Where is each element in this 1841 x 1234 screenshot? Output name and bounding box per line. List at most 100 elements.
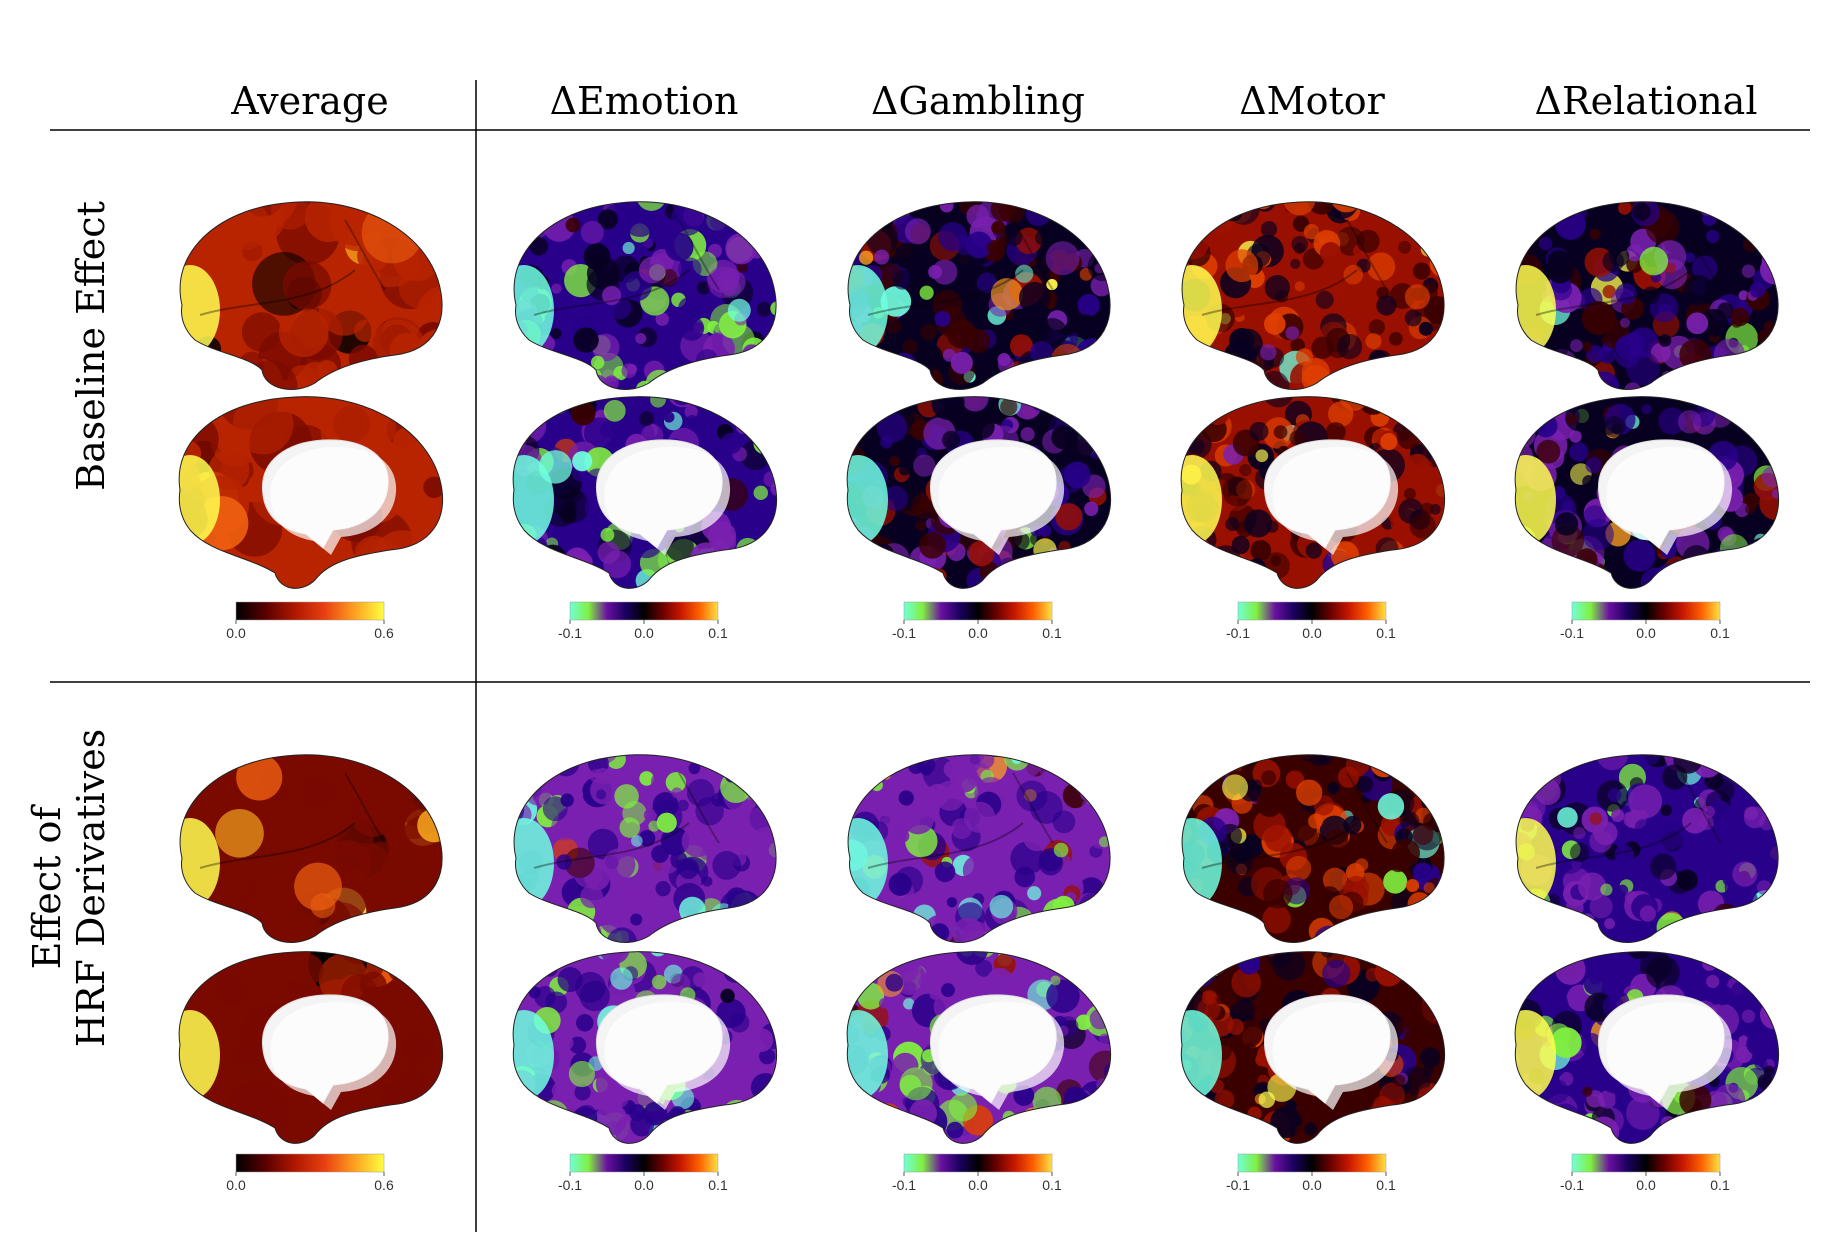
colorbar-tick-label: 0.0 — [634, 1177, 654, 1193]
colorbar-tick-label: -0.1 — [558, 1177, 582, 1193]
colorbar-tick-label: -0.1 — [1226, 1177, 1250, 1193]
brain-outline-baseline-relational-lateral — [1515, 201, 1779, 390]
brain-outline-baseline-motor-lateral — [1181, 201, 1445, 390]
colorbar-tick-label: 0.6 — [374, 625, 394, 641]
colorbar-tick-label: -0.1 — [558, 625, 582, 641]
colorbar-tick-label: 0.0 — [968, 625, 988, 641]
brain-outline-baseline-motor-medial — [1180, 396, 1446, 589]
colorbar-tick-label: 0.0 — [1302, 625, 1322, 641]
brain-outline-hrf-relational-medial — [1514, 951, 1780, 1144]
colorbar-gradient — [1571, 601, 1721, 621]
colorbar-tick-label: 0.1 — [1042, 1177, 1062, 1193]
colorbar-tick-label: 0.0 — [226, 625, 246, 641]
brain-outline-baseline-emotion-medial — [512, 396, 778, 589]
brain-baseline-gambling-medial — [847, 396, 1111, 589]
colorbar-hrf-relational: -0.1 0.0 0.1 — [1560, 1153, 1730, 1193]
brain-baseline-emotion-medial — [513, 396, 777, 589]
brain-panels — [178, 201, 1780, 1144]
brain-hrf-gambling-lateral — [848, 754, 1111, 943]
brain-outline-hrf-relational-lateral — [1515, 754, 1779, 943]
column-header-average: Average — [230, 79, 389, 123]
row-label-baseline: Baseline Effect — [69, 201, 113, 491]
brain-baseline-relational-lateral — [1516, 201, 1779, 390]
brain-outline-baseline-relational-medial — [1514, 396, 1780, 589]
brain-outline-baseline-gambling-medial — [846, 396, 1112, 589]
brain-outline-hrf-gambling-medial — [846, 951, 1112, 1144]
brain-outline-hrf-average-medial — [178, 951, 444, 1144]
colorbar-tick-label: -0.1 — [892, 1177, 916, 1193]
colorbar-gradient — [1237, 1153, 1387, 1173]
colorbar-gradient — [235, 1153, 385, 1173]
colorbar-baseline-motor: -0.1 0.0 0.1 — [1226, 601, 1396, 641]
colorbar-gradient — [569, 601, 719, 621]
brain-baseline-motor-medial — [1181, 396, 1445, 589]
row-label-baseline-line-1: Baseline Effect — [69, 201, 113, 491]
colorbar-tick-label: 0.0 — [1636, 625, 1656, 641]
column-headers: Average ΔEmotion ΔGambling ΔMotor ΔRelat… — [230, 79, 1757, 123]
brain-outline-hrf-gambling-lateral — [847, 754, 1111, 943]
brain-outline-hrf-emotion-lateral — [513, 754, 777, 943]
colorbar-tick-label: 0.1 — [1710, 1177, 1730, 1193]
colorbar-hrf-gambling: -0.1 0.0 0.1 — [892, 1153, 1062, 1193]
colorbar-baseline-average: 0.0 0.6 — [226, 601, 394, 641]
colorbar-gradient — [1237, 601, 1387, 621]
colorbar-tick-label: -0.1 — [892, 625, 916, 641]
colorbar-tick-label: -0.1 — [1226, 625, 1250, 641]
colorbar-gradient — [235, 601, 385, 621]
brain-hrf-average-medial — [179, 951, 443, 1144]
brain-baseline-average-lateral — [180, 201, 443, 390]
colorbar-hrf-average: 0.0 0.6 — [226, 1153, 394, 1193]
brain-hrf-motor-medial — [1181, 951, 1445, 1144]
column-header-gambling: ΔGambling — [871, 79, 1085, 123]
colorbar-hrf-motor: -0.1 0.0 0.1 — [1226, 1153, 1396, 1193]
colorbar-gradient — [903, 1153, 1053, 1173]
colorbar-tick-label: 0.1 — [1042, 625, 1062, 641]
colorbar-tick-label: 0.1 — [1376, 1177, 1396, 1193]
column-header-emotion: ΔEmotion — [550, 79, 739, 123]
brain-hrf-relational-lateral — [1516, 754, 1779, 943]
brain-hrf-emotion-lateral — [514, 754, 777, 943]
column-header-motor: ΔMotor — [1239, 79, 1385, 123]
colorbar-tick-label: -0.1 — [1560, 1177, 1584, 1193]
colorbar-tick-label: 0.0 — [1636, 1177, 1656, 1193]
row-label-hrf-line-1: Effect of — [25, 804, 69, 970]
brain-hrf-emotion-medial — [513, 951, 777, 1144]
row-label-hrf-line-2: HRF Derivatives — [69, 729, 113, 1047]
brain-hrf-gambling-medial — [847, 951, 1111, 1144]
brain-baseline-average-medial — [179, 396, 443, 589]
brain-outline-hrf-motor-lateral — [1181, 754, 1445, 943]
brain-outline-hrf-emotion-medial — [512, 951, 778, 1144]
colorbar-tick-label: 0.0 — [968, 1177, 988, 1193]
colorbar-baseline-relational: -0.1 0.0 0.1 — [1560, 601, 1730, 641]
brain-outline-hrf-average-lateral — [179, 754, 443, 943]
colorbar-tick-label: 0.1 — [1376, 625, 1396, 641]
colorbar-gradient — [903, 601, 1053, 621]
column-header-relational: ΔRelational — [1535, 79, 1758, 123]
brain-outline-baseline-emotion-lateral — [513, 201, 777, 390]
colorbar-baseline-emotion: -0.1 0.0 0.1 — [558, 601, 728, 641]
colorbar-tick-label: 0.0 — [226, 1177, 246, 1193]
colorbar-gradient — [569, 1153, 719, 1173]
colorbar-tick-label: 0.1 — [708, 625, 728, 641]
colorbar-tick-label: 0.6 — [374, 1177, 394, 1193]
brain-hrf-motor-lateral — [1182, 754, 1445, 943]
brain-baseline-gambling-lateral — [848, 201, 1111, 390]
colorbar-tick-label: 0.0 — [634, 625, 654, 641]
brain-hrf-average-lateral — [180, 754, 443, 943]
brain-outline-baseline-average-lateral — [179, 201, 443, 390]
colorbar-tick-label: -0.1 — [1560, 625, 1584, 641]
colorbars: 0.0 0.6 -0.1 0.0 0.1 -0.1 0.0 0.1 -0.1 0.0 0.1 -0.1… — [226, 601, 1730, 1193]
brain-outline-baseline-gambling-lateral — [847, 201, 1111, 390]
brain-outline-hrf-motor-medial — [1180, 951, 1446, 1144]
colorbar-gradient — [1571, 1153, 1721, 1173]
brain-outline-baseline-average-medial — [178, 396, 444, 589]
colorbar-hrf-emotion: -0.1 0.0 0.1 — [558, 1153, 728, 1193]
colorbar-tick-label: 0.0 — [1302, 1177, 1322, 1193]
row-label-hrf: Effect of HRF Derivatives — [25, 729, 113, 1047]
brain-hrf-relational-medial — [1515, 951, 1779, 1144]
colorbar-tick-label: 0.1 — [708, 1177, 728, 1193]
colorbar-baseline-gambling: -0.1 0.0 0.1 — [892, 601, 1062, 641]
brain-baseline-motor-lateral — [1182, 201, 1445, 390]
brain-baseline-relational-medial — [1515, 396, 1779, 589]
